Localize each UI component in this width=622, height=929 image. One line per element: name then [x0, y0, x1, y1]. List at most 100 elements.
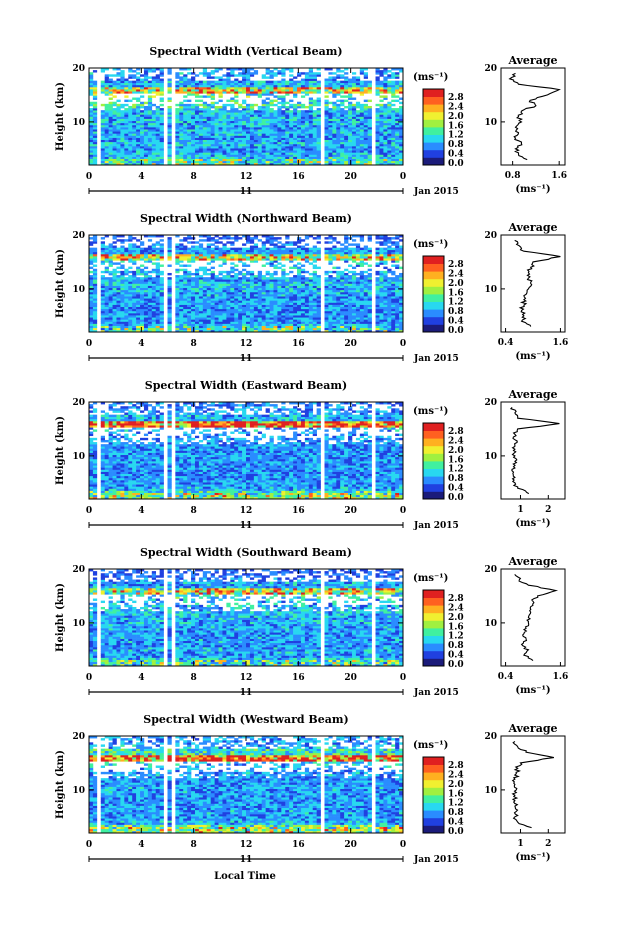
heatmap-cell [253, 122, 259, 126]
heatmap-cell [191, 296, 196, 299]
heatmap-cell [92, 285, 98, 289]
heatmap-cell [344, 154, 349, 157]
heatmap-cell [202, 323, 208, 326]
heatmap-cell [277, 133, 282, 136]
y-axis-label: Height (km) [55, 82, 66, 151]
heatmap-cell [108, 287, 113, 291]
heatmap-cell [206, 141, 211, 145]
heatmap-cell [92, 97, 98, 100]
heatmap-cell [379, 283, 384, 286]
heatmap-cell [140, 101, 145, 105]
heatmap-cell [359, 93, 365, 96]
heatmap-cell [92, 277, 98, 280]
heatmap-cell [308, 329, 314, 333]
heatmap-cell [300, 323, 306, 326]
heatmap-cell [383, 129, 388, 132]
heatmap-cell [312, 82, 317, 86]
heatmap-cell [304, 306, 310, 310]
heatmap-cell [226, 133, 231, 136]
heatmap-cell [297, 160, 302, 164]
heatmap-cell [187, 279, 192, 282]
heatmap-cell [187, 148, 192, 151]
heatmap-cell [89, 101, 94, 105]
heatmap-cell [116, 139, 121, 143]
heatmap-cell [206, 329, 211, 333]
heatmap-cell [312, 112, 317, 115]
heatmap-cell [367, 315, 372, 318]
heatmap-cell [242, 105, 247, 109]
heatmap-cell [151, 116, 157, 119]
heatmap-cell [124, 296, 129, 299]
heatmap-cell [375, 143, 380, 147]
heatmap-cell [344, 133, 349, 136]
heatmap-cell [179, 152, 184, 155]
heatmap-cell [269, 86, 274, 90]
heatmap-cell [269, 133, 274, 136]
heatmap-cell [261, 133, 266, 136]
heatmap-cell [175, 129, 180, 132]
heatmap-cell [387, 120, 392, 124]
heatmap-cell [387, 289, 392, 293]
heatmap-cell [265, 296, 270, 299]
heatmap-cell [246, 156, 251, 159]
heatmap-cell [297, 118, 302, 122]
heatmap-cell [147, 105, 153, 109]
heatmap-cell [304, 160, 310, 164]
heatmap-cell [89, 285, 94, 289]
heatmap-cell [132, 306, 137, 310]
heatmap-cell [175, 291, 180, 295]
heatmap-cell [316, 162, 321, 166]
heatmap-cell [348, 283, 353, 286]
heatmap-cell [277, 279, 282, 282]
heatmap-cell [112, 68, 117, 71]
heatmap-cell [379, 298, 384, 301]
heatmap-cell [379, 300, 384, 303]
heatmap-cell [367, 306, 372, 310]
heatmap-cell [261, 108, 266, 111]
heatmap-cell [340, 89, 345, 92]
heatmap-cell [300, 160, 306, 164]
heatmap-cell [387, 298, 392, 301]
heatmap-cell [147, 154, 153, 157]
heatmap-cell [297, 135, 302, 138]
heatmap-cell [151, 154, 157, 157]
heatmap-cell [234, 319, 239, 322]
heatmap-cell [253, 120, 259, 124]
heatmap-cell [273, 129, 278, 132]
heatmap-cell [379, 327, 384, 331]
heatmap-cell [238, 80, 243, 84]
heatmap-cell [132, 317, 137, 320]
heatmap-cell [143, 89, 149, 92]
heatmap-cell [293, 298, 298, 301]
heatmap-cell [328, 89, 333, 92]
heatmap-cell [128, 118, 133, 122]
heatmap-cell [234, 101, 239, 105]
heatmap-cell [140, 146, 145, 149]
heatmap-cell [285, 287, 290, 291]
heatmap-cell [308, 137, 314, 140]
heatmap-cell [198, 298, 204, 301]
heatmap-cell [179, 285, 184, 289]
heatmap-cell [159, 162, 164, 166]
heatmap-cell [183, 110, 188, 113]
heatmap-cell [336, 315, 341, 318]
heatmap-cell [340, 306, 345, 310]
heatmap-cell [297, 89, 302, 92]
heatmap-cell [238, 105, 243, 109]
heatmap-cell [143, 287, 149, 291]
heatmap-cell [112, 302, 117, 305]
heatmap-cell [140, 302, 145, 305]
heatmap-cell [206, 72, 211, 75]
heatmap-cell [218, 304, 223, 307]
heatmap-cell [143, 283, 149, 286]
heatmap-cell [391, 317, 396, 320]
heatmap-cell [128, 317, 133, 320]
heatmap-cell [120, 308, 125, 312]
heatmap-cell [100, 285, 105, 289]
heatmap-cell [281, 99, 286, 103]
heatmap-cell [359, 68, 365, 71]
heatmap-cell [112, 82, 117, 86]
heatmap-cell [363, 300, 368, 303]
heatmap-cell [234, 137, 239, 140]
heatmap-cell [242, 70, 247, 73]
